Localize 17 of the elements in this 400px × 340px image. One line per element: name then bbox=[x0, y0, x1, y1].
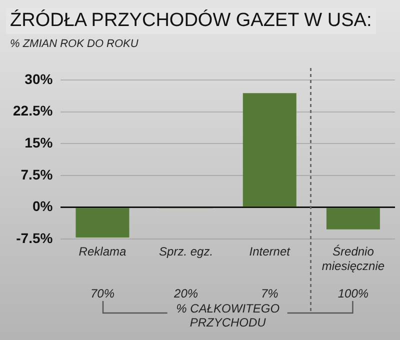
y-tick-label: -7.5% bbox=[16, 230, 54, 246]
chart-title: ŹRÓDŁA PRZYCHODÓW GAZET W USA: bbox=[6, 8, 376, 34]
text: 7% bbox=[260, 286, 279, 301]
y-tick-label: 30% bbox=[24, 70, 54, 87]
text: % CAŁKOWITEGO PRZYCHODU bbox=[176, 302, 280, 330]
y-tick-label: 15% bbox=[24, 134, 54, 151]
x-tick-label: Średnio miesięcznie bbox=[322, 244, 385, 274]
text: 20% bbox=[173, 286, 198, 301]
text: 70% bbox=[90, 286, 115, 301]
x-tick-label: Sprz. egz. bbox=[159, 244, 214, 259]
y-tick-label: 22.5% bbox=[12, 102, 54, 119]
text: 100% bbox=[338, 286, 369, 301]
y-tick-label: 7.5% bbox=[20, 166, 54, 182]
y-tick-label: 0% bbox=[32, 198, 54, 214]
x-tick-label: Reklama bbox=[78, 244, 126, 259]
chart-subtitle: % ZMIAN ROK DO ROKU bbox=[10, 38, 138, 50]
x-tick-label: Internet bbox=[249, 244, 291, 259]
